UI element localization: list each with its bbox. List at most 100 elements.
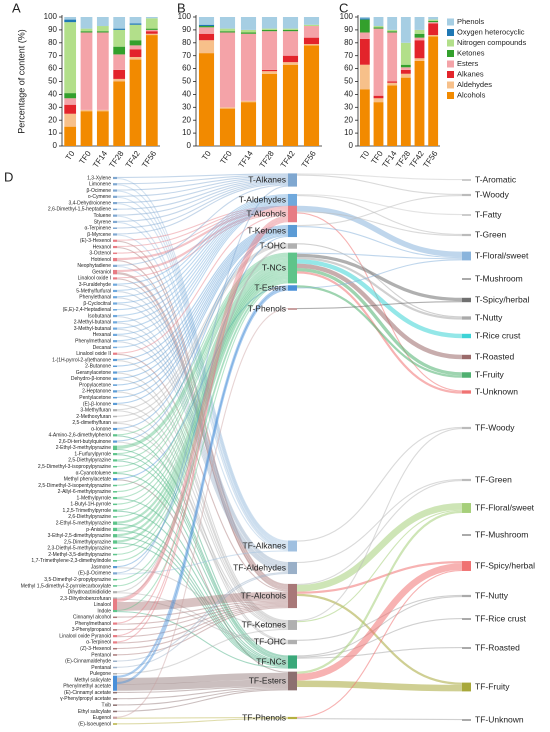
legend-label: Alcohols [457, 90, 486, 99]
compound-node [113, 681, 117, 691]
compound-label: Propylacetone [79, 382, 111, 388]
compound-node [113, 698, 117, 700]
class-node [288, 583, 297, 609]
flow-link [116, 235, 289, 568]
bar-segment [282, 55, 299, 63]
flavor-node [462, 478, 471, 482]
bar-segment [240, 29, 257, 33]
flow-link [116, 536, 289, 667]
flow-link [296, 193, 463, 216]
bar-segment [113, 28, 126, 30]
flow-link [116, 183, 289, 235]
flow-link [116, 284, 289, 564]
bar-segment [261, 29, 278, 32]
flavor-node [462, 503, 471, 513]
class-node [288, 671, 297, 691]
y-tick-label: 60 [344, 64, 353, 73]
flow-link [116, 260, 289, 473]
legend-swatch [447, 92, 454, 99]
bar-segment [219, 28, 236, 32]
flavor-label: TF-Spicy/herbal [475, 560, 535, 570]
compound-node [113, 471, 117, 475]
compound-label: Neophytadiene [77, 263, 111, 269]
class-label: T-Esters [254, 282, 286, 292]
flow-link [116, 199, 289, 317]
flavor-label: T-Spicy/herbal [475, 294, 529, 304]
class-node [288, 655, 297, 669]
compound-node [113, 675, 117, 685]
class-label: T-OHC [260, 240, 286, 250]
y-tick-label: 80 [48, 38, 57, 47]
bar-segment [80, 17, 93, 29]
flavor-label: TF-Mushroom [475, 529, 528, 539]
flow-link [296, 647, 463, 659]
compound-label: 3-Ethyl-2,5-dimethylpyrazine [48, 533, 112, 539]
compound-label: 2-Ethyl-3-methylpyrazine [56, 445, 112, 451]
compound-node [113, 396, 117, 399]
flow-link [116, 247, 289, 599]
flavor-node [462, 534, 471, 536]
compound-label: Linalool oxide II [76, 351, 111, 357]
flow-link [116, 218, 289, 624]
legend-swatch [447, 18, 454, 26]
compound-node [113, 660, 117, 662]
bar-segment [80, 109, 93, 112]
compound-node [113, 716, 117, 719]
compound-label: Pentylacetone [79, 395, 111, 401]
x-tick-label: TF0 [218, 149, 234, 166]
bar-segment [240, 32, 257, 34]
compound-label: Dehydro-β-ionone [71, 376, 111, 382]
compound-label: α-Terpinene [84, 226, 111, 232]
flow-link [116, 277, 289, 555]
flow-link [116, 261, 289, 486]
compound-node [113, 509, 117, 512]
legend-label: Esters [457, 59, 479, 68]
y-tick-label: 10 [48, 128, 57, 137]
flow-link [296, 509, 463, 623]
bar-segment [240, 100, 257, 103]
flow-link [116, 247, 289, 587]
compound-label: 3,5-Dimethyl-2-propylpyrazine [44, 577, 111, 583]
flow-link [116, 282, 289, 612]
flavor-node [462, 719, 471, 721]
flow-link [116, 205, 289, 241]
y-tick-label: 20 [48, 115, 57, 124]
bar-segment [428, 22, 439, 24]
flavor-label: T-Nutty [475, 312, 503, 322]
compound-node [113, 534, 117, 538]
y-tick-label: 30 [48, 102, 57, 111]
flow-link [116, 372, 289, 623]
bar-segment [64, 113, 77, 127]
compound-label: Linalool [94, 602, 111, 608]
flow-link [296, 253, 463, 302]
compound-node [113, 434, 117, 437]
legend-label: Aldehydes [457, 80, 492, 89]
flow-link [116, 603, 289, 638]
compound-node [113, 208, 117, 211]
y-tick-label: 70 [344, 51, 353, 60]
bar-segment [219, 31, 236, 33]
flow-link [116, 288, 289, 685]
bar-segment [387, 32, 398, 82]
flow-link [116, 215, 289, 548]
compound-label: Methyl phenylacetate [64, 477, 111, 483]
compound-label: (E)-Cinnamaldehyde [65, 659, 111, 665]
bar-segment [400, 17, 411, 43]
flow-link [116, 211, 289, 273]
bar-segment [373, 102, 384, 146]
flow-link [296, 478, 463, 564]
flow-link [116, 268, 289, 524]
flow-link [296, 174, 463, 195]
compound-node [113, 195, 117, 198]
flow-link [116, 308, 289, 718]
compound-node [113, 666, 117, 669]
flavor-label: T-Floral/sweet [475, 250, 529, 260]
bar-segment [80, 32, 93, 110]
flow-link [116, 173, 289, 178]
flow-link [116, 181, 289, 222]
bar-segment [129, 40, 142, 46]
bar-segment [80, 31, 93, 33]
compound-node [113, 654, 117, 656]
bar-segment [428, 36, 439, 146]
bar-segment [373, 98, 384, 103]
